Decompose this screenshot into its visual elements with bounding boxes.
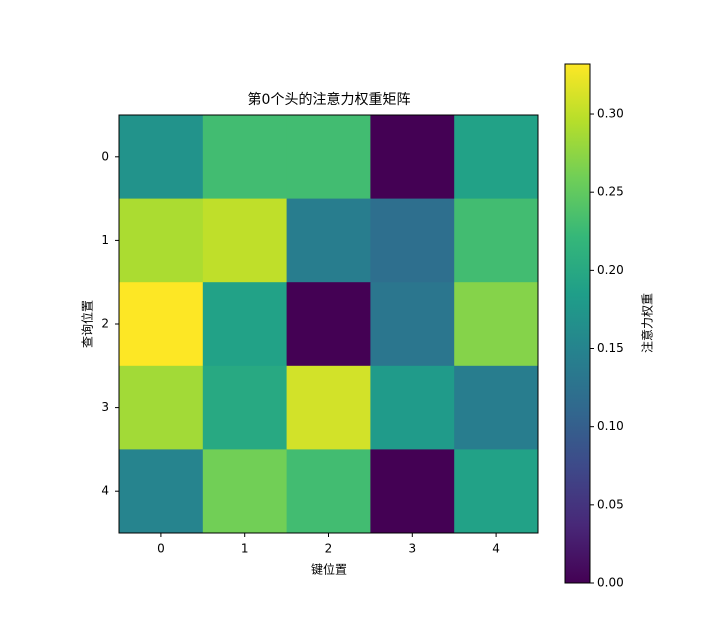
colorbar-tick-label: 0.05 — [597, 497, 624, 511]
colorbar — [564, 63, 591, 584]
heatmap-cell — [454, 115, 539, 200]
y-tick-label: 3 — [101, 400, 109, 414]
colorbar-tick-label: 0.00 — [597, 576, 624, 590]
heatmap-cell — [202, 365, 288, 450]
x-tick-label: 0 — [157, 542, 165, 556]
heatmap-cell — [370, 115, 455, 200]
heatmap-cell — [370, 449, 455, 534]
colorbar-tick-label: 0.25 — [597, 185, 624, 199]
heatmap-cell — [286, 198, 371, 283]
heatmap-cell — [119, 198, 204, 283]
heatmap-cell — [286, 282, 371, 367]
heatmap-cell — [370, 198, 455, 283]
heatmap-cell — [286, 449, 371, 534]
heatmap-cell — [119, 449, 204, 534]
y-tick-label: 0 — [101, 149, 109, 163]
y-tick-label: 4 — [101, 484, 109, 498]
heatmap-cell — [202, 115, 288, 200]
colorbar-tick-label: 0.20 — [597, 263, 624, 277]
heatmap-cell — [454, 365, 539, 450]
heatmap-cell — [286, 365, 371, 450]
heatmap-cell — [202, 282, 288, 367]
heatmap-cell — [370, 282, 455, 367]
x-tick-label: 3 — [408, 542, 416, 556]
x-tick-label: 4 — [492, 542, 500, 556]
y-tick-label: 1 — [101, 233, 109, 247]
heatmap-cell — [119, 282, 204, 367]
colorbar-tick-label: 0.10 — [597, 419, 624, 433]
heatmap-cell — [454, 282, 539, 367]
chart-title: 第0个头的注意力权重矩阵 — [248, 91, 411, 108]
x-axis-label: 键位置 — [311, 562, 347, 577]
heatmap-cell — [202, 198, 288, 283]
x-tick-label: 1 — [241, 542, 249, 556]
y-tick-label: 2 — [101, 317, 109, 331]
heatmap-cell — [454, 198, 539, 283]
heatmap-cell — [454, 449, 539, 534]
colorbar-tick-label: 0.30 — [597, 107, 624, 121]
heatmap-cell — [286, 115, 371, 200]
heatmap-cell — [370, 365, 455, 450]
heatmap-cell — [119, 365, 204, 450]
colorbar-label: 注意力权重 — [640, 293, 655, 353]
x-tick-label: 2 — [325, 542, 333, 556]
y-axis-label: 查询位置 — [80, 300, 95, 348]
colorbar-tick-label: 0.15 — [597, 341, 624, 355]
heatmap-cell — [202, 449, 288, 534]
heatmap-cell — [119, 115, 204, 200]
